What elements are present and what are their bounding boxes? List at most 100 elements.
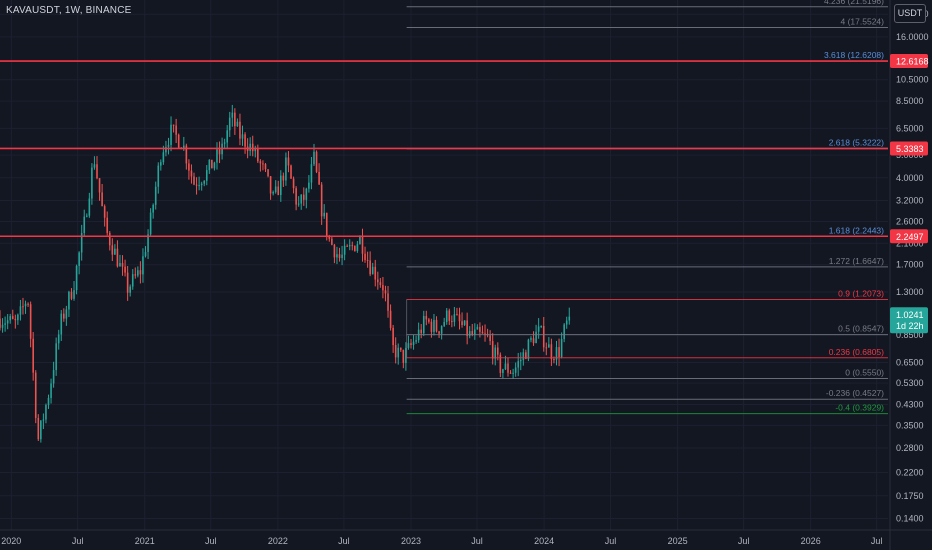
candle-body [430,321,433,332]
candle-body [73,290,75,299]
candle-body [14,318,17,321]
time-tick-label: Jul [338,536,350,546]
candle-body [162,152,165,163]
candle-body [154,186,157,205]
candle-body [282,175,285,181]
candle-body [392,327,394,346]
candle-body [422,316,425,334]
candle-body [399,347,402,350]
candle-body [448,310,451,321]
fib-level-label: 0.236 (0.6805) [829,347,884,357]
candle-body [405,347,407,363]
candle-body [101,192,103,207]
candle-body [331,238,333,245]
candle-body [302,194,305,200]
candle-body [336,254,338,258]
candle-body [379,282,382,286]
candle-body [203,180,206,184]
candle-body [565,320,568,325]
candle-body [517,361,520,368]
fib-level-label: 0.5 (0.8547) [838,324,884,334]
price-tick-label: 0.3500 [896,420,924,430]
bar-countdown-text: 1d 22h [896,321,924,331]
candle-body [167,144,170,147]
candle-body [50,383,52,398]
horizontal-lines[interactable] [0,60,888,238]
candle-body [555,347,558,360]
candle-body [262,163,264,165]
candle-body [407,343,410,348]
price-tick-label: 1.3000 [896,287,924,297]
candle-body [374,266,377,280]
candle-body [420,329,423,334]
candle-body [474,329,476,335]
candle-body [563,324,565,340]
candle-body [328,236,331,239]
candle-body [231,112,234,118]
candle-body [193,176,195,185]
candle-body [320,184,323,217]
candle-body [45,405,47,420]
candle-body [305,188,308,200]
horizontal-line-price-tag [890,54,928,69]
candle-body [24,303,27,307]
price-tick-label: 8.5000 [896,96,924,106]
candle-body [280,175,282,196]
candle-body [165,146,167,153]
horizontal-line-price-text: 2.2497 [896,232,924,242]
candle-body [228,117,231,131]
candle-body [325,212,328,237]
candle-body [315,151,318,172]
price-tick-label: 0.1400 [896,513,924,523]
candle-body [481,331,484,334]
candle-body [545,347,548,349]
candle-body [507,363,509,373]
candle-body [272,192,274,194]
price-tick-label: 1.7000 [896,260,924,270]
price-tick-label: 0.1750 [896,491,924,501]
candle-body [208,159,211,171]
price-tick-label: 10.5000 [896,75,929,85]
time-axis[interactable]: 2020 Jul 2021 Jul 2022 Jul 2023 Jul 2024 Jul 2025 J… [1,536,882,546]
candle-body [124,266,126,273]
candle-body [17,314,19,321]
price-tick-label: 0.5300 [896,378,924,388]
price-tick-label: 0.2200 [896,468,924,478]
candle-body [216,149,218,163]
candle-body [119,263,121,267]
candle-body [88,198,91,216]
candle-body [244,134,246,147]
candle-body [175,125,177,135]
candle-body [249,143,251,151]
candle-body [131,274,134,287]
candle-body [471,331,474,335]
candle-body [91,167,93,199]
candle-body [40,420,42,440]
fib-level-label: 2.618 (5.3222) [829,138,884,148]
candle-body [366,259,369,261]
candle-body [292,178,295,189]
candle-body [287,157,290,166]
symbol-title[interactable]: KAVAUSDT, 1W, BINANCE [6,5,132,16]
candle-body [134,274,137,276]
candle-body [351,245,354,247]
grid-lines [0,0,888,530]
candle-body [435,319,438,332]
candle-body [37,418,40,440]
candle-body [251,143,254,152]
candle-body [257,148,259,162]
candle-body [4,323,6,325]
candle-body [57,334,60,344]
candle-body [264,164,267,170]
currency-button[interactable]: USDT [894,4,926,23]
candle-body [359,236,361,245]
candle-body [553,359,555,361]
candle-body [129,286,131,293]
candle-body [103,206,106,218]
candle-body [484,333,486,335]
candle-body [479,327,481,332]
time-tick-label: 2026 [801,536,821,546]
